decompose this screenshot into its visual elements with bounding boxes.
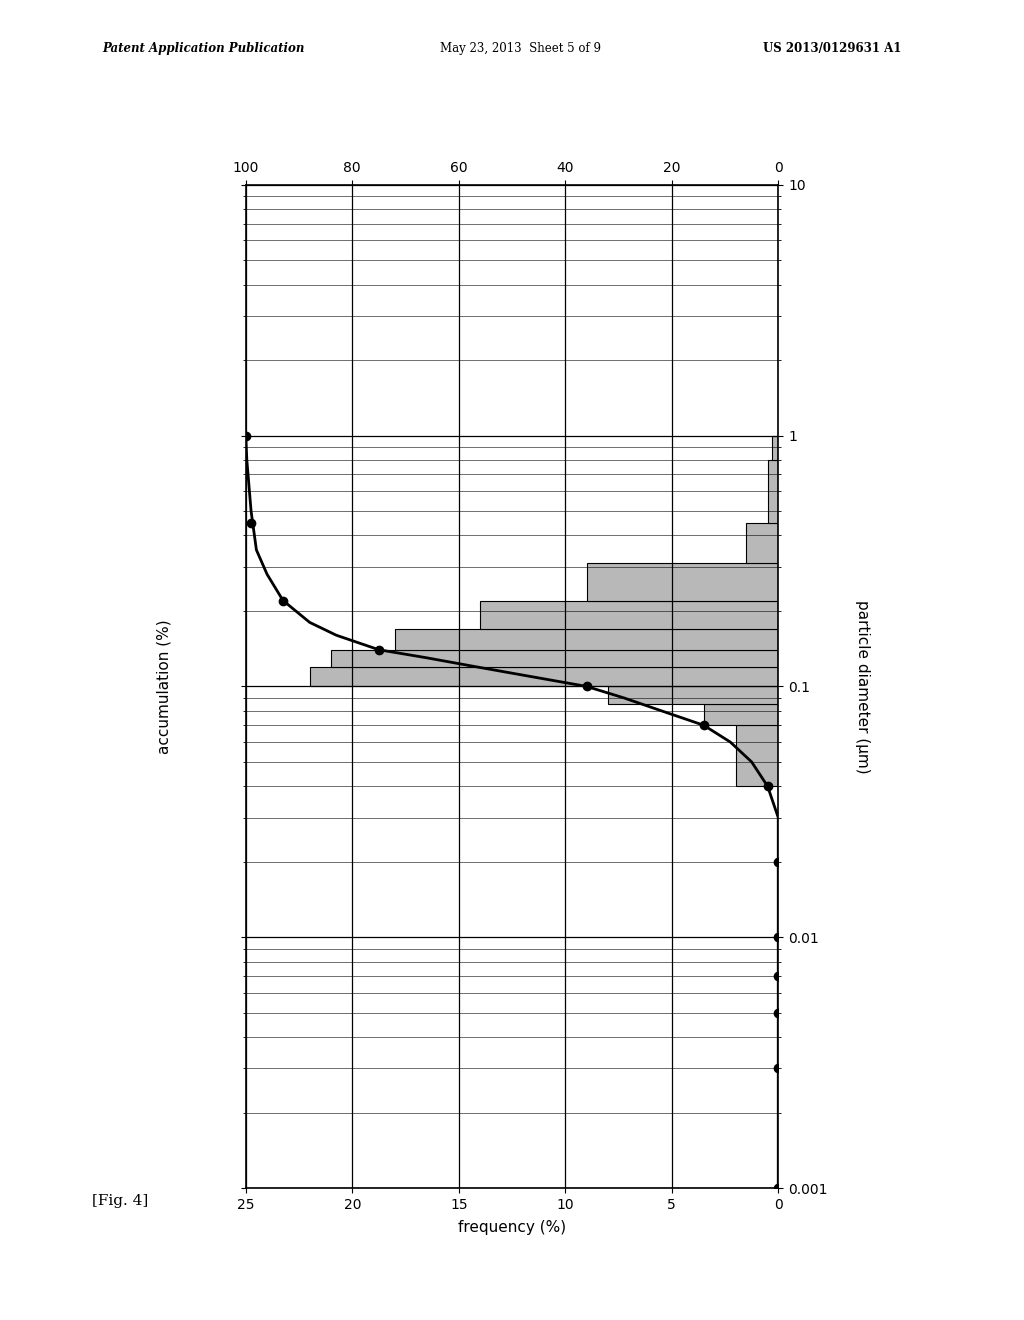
X-axis label: frequency (%): frequency (%) — [458, 1220, 566, 1236]
Text: US 2013/0129631 A1: US 2013/0129631 A1 — [763, 42, 901, 55]
Bar — [480, 601, 778, 628]
Bar — [309, 667, 778, 686]
Bar — [772, 436, 778, 459]
Bar — [331, 649, 778, 667]
Bar — [395, 628, 778, 649]
Bar — [703, 704, 778, 725]
Bar — [768, 459, 778, 523]
Bar — [587, 564, 778, 601]
Text: [Fig. 4]: [Fig. 4] — [92, 1193, 148, 1208]
Text: accumulation (%): accumulation (%) — [157, 619, 171, 754]
Y-axis label: particle diameter (μm): particle diameter (μm) — [855, 599, 870, 774]
Text: May 23, 2013  Sheet 5 of 9: May 23, 2013 Sheet 5 of 9 — [440, 42, 601, 55]
Bar — [735, 725, 778, 787]
Text: Patent Application Publication: Patent Application Publication — [102, 42, 305, 55]
Bar — [746, 523, 778, 564]
Bar — [608, 686, 778, 704]
